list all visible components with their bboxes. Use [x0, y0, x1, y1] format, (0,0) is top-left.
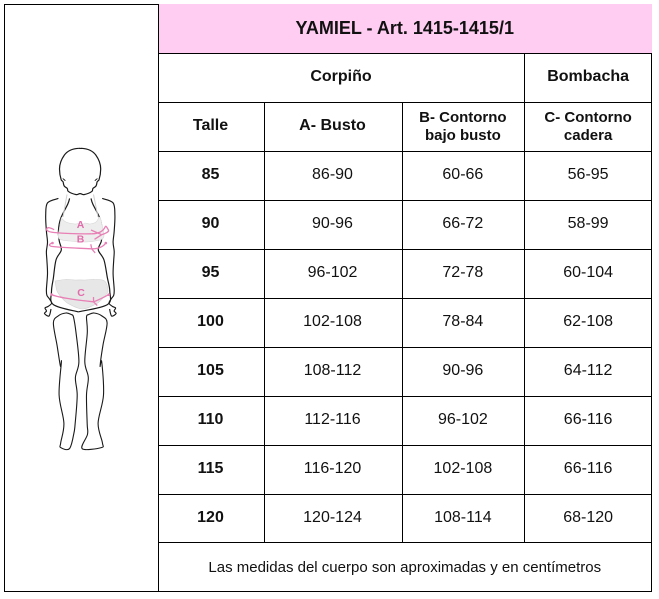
svg-text:C: C — [77, 287, 85, 299]
svg-text:B: B — [77, 234, 85, 246]
svg-text:A: A — [77, 219, 85, 231]
